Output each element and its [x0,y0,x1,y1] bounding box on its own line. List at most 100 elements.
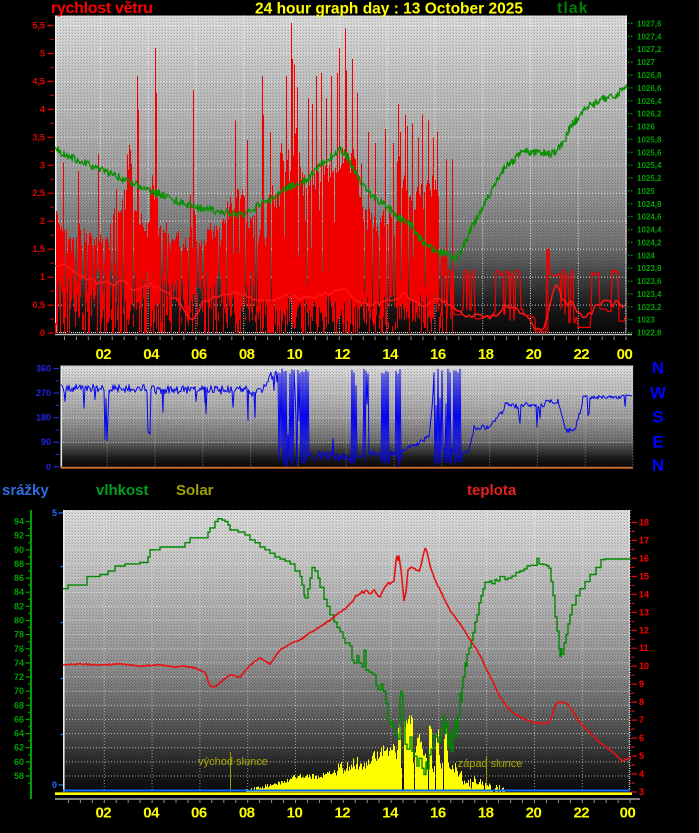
svg-text:10: 10 [639,661,649,671]
svg-text:1022,8: 1022,8 [637,329,662,338]
svg-text:94: 94 [14,517,24,527]
svg-text:08: 08 [239,346,255,363]
svg-text:02: 02 [95,805,111,822]
svg-text:W: W [650,383,667,402]
svg-text:teplota: teplota [467,482,517,499]
svg-text:1,5: 1,5 [32,244,45,254]
svg-text:22: 22 [573,805,589,822]
svg-text:4: 4 [639,769,644,779]
svg-text:tlak: tlak [557,0,589,17]
svg-text:7: 7 [639,715,644,725]
svg-text:68: 68 [14,700,24,710]
svg-text:1025,4: 1025,4 [637,161,662,170]
svg-text:360: 360 [36,364,51,374]
svg-text:06: 06 [191,346,207,363]
svg-text:1026,2: 1026,2 [637,110,662,119]
svg-text:1027: 1027 [637,58,655,67]
svg-text:88: 88 [14,559,24,569]
svg-text:0,5: 0,5 [32,300,45,310]
svg-text:1023,8: 1023,8 [637,264,662,273]
svg-text:1023,2: 1023,2 [637,303,662,312]
svg-text:N: N [652,358,664,377]
svg-text:0: 0 [40,328,45,338]
svg-text:5: 5 [52,508,57,518]
svg-text:1024,8: 1024,8 [637,200,662,209]
svg-text:5: 5 [639,751,644,761]
svg-text:70: 70 [14,686,24,696]
svg-text:1025,8: 1025,8 [637,135,662,144]
svg-text:Solar: Solar [176,482,214,499]
svg-text:02: 02 [95,346,111,363]
svg-text:1027,2: 1027,2 [637,45,662,54]
svg-text:22: 22 [573,346,589,363]
svg-text:72: 72 [14,672,24,682]
svg-text:1025,6: 1025,6 [637,148,662,157]
svg-text:14: 14 [382,805,399,822]
svg-text:16: 16 [430,805,446,822]
svg-text:5: 5 [40,49,45,59]
svg-text:76: 76 [14,644,24,654]
svg-text:8: 8 [639,697,644,707]
svg-text:východ slunce: východ slunce [198,756,268,768]
svg-text:92: 92 [14,531,24,541]
svg-text:18: 18 [478,805,494,822]
svg-text:4,5: 4,5 [32,77,45,87]
svg-text:82: 82 [14,601,24,611]
svg-text:08: 08 [239,805,255,822]
svg-text:00: 00 [620,805,636,822]
svg-text:4: 4 [40,104,45,114]
svg-text:1025: 1025 [637,187,655,196]
svg-text:11: 11 [639,643,649,653]
svg-text:74: 74 [14,658,24,668]
svg-text:16: 16 [639,553,649,563]
svg-text:západ slunce: západ slunce [458,758,523,770]
svg-text:1024: 1024 [637,251,655,260]
svg-text:E: E [652,432,663,451]
svg-text:20: 20 [526,346,542,363]
svg-text:S: S [652,407,663,426]
svg-text:1023,4: 1023,4 [637,290,662,299]
svg-text:62: 62 [14,743,24,753]
svg-text:3: 3 [40,160,45,170]
svg-text:90: 90 [41,437,51,447]
svg-text:66: 66 [14,715,24,725]
svg-text:6: 6 [639,733,644,743]
svg-text:1023,6: 1023,6 [637,277,662,286]
svg-text:0: 0 [46,462,51,472]
svg-text:04: 04 [143,346,160,363]
svg-text:2: 2 [40,216,45,226]
svg-text:1026,8: 1026,8 [637,71,662,80]
svg-text:1027,4: 1027,4 [637,32,662,41]
svg-text:0: 0 [52,780,57,790]
svg-text:15: 15 [639,571,649,581]
svg-text:80: 80 [14,616,24,626]
svg-text:06: 06 [191,805,207,822]
svg-text:12: 12 [334,346,350,363]
svg-text:10: 10 [287,805,303,822]
svg-text:17: 17 [639,535,649,545]
svg-text:srážky: srážky [2,482,49,499]
svg-text:10: 10 [287,346,303,363]
svg-text:64: 64 [14,729,24,739]
svg-text:1024,4: 1024,4 [637,226,662,235]
svg-text:9: 9 [639,679,644,689]
svg-text:180: 180 [36,413,51,423]
svg-text:12: 12 [334,805,350,822]
svg-text:14: 14 [382,346,399,363]
svg-text:00: 00 [617,346,633,363]
svg-text:1026,4: 1026,4 [637,97,662,106]
svg-text:1026,6: 1026,6 [637,84,662,93]
svg-text:1: 1 [40,272,45,282]
svg-text:90: 90 [14,545,24,555]
svg-text:1023: 1023 [637,316,655,325]
svg-text:14: 14 [639,589,649,599]
svg-text:60: 60 [14,757,24,767]
svg-text:N: N [652,456,664,475]
svg-text:13: 13 [639,607,649,617]
svg-text:2,5: 2,5 [32,188,45,198]
svg-text:3,5: 3,5 [32,132,45,142]
svg-text:18: 18 [639,518,649,528]
svg-text:1024,6: 1024,6 [637,213,662,222]
svg-text:1025,2: 1025,2 [637,174,662,183]
svg-text:5,5: 5,5 [32,21,45,31]
